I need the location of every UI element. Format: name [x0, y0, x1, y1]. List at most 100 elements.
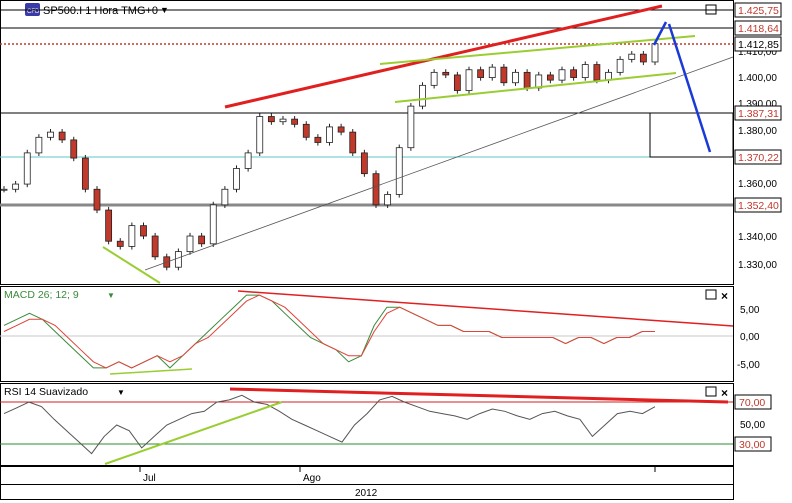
price-candle [209, 204, 217, 245]
price-candle [349, 131, 357, 154]
level-label-support: 1.352,40 [738, 200, 779, 212]
price-candle [488, 66, 496, 78]
price-candle [326, 126, 333, 143]
price-candle [581, 64, 589, 78]
green-low-trendline [102, 246, 161, 284]
rsi-maximize-icon[interactable] [705, 386, 717, 397]
x-label-jul: Jul [143, 473, 156, 484]
rsi-panel-title: RSI 14 Suavizado [4, 386, 88, 398]
price-candle [81, 157, 89, 190]
macd-tick: 5,00 [740, 305, 760, 316]
blue-down-projection [667, 23, 712, 153]
price-candle [442, 71, 450, 76]
price-panel-frame [0, 0, 734, 285]
price-tick: 1.380,00 [738, 126, 777, 137]
rsi-close-icon[interactable]: × [721, 386, 728, 400]
macd-green-trendline [109, 368, 193, 375]
macd-panel-title: MACD 26; 12; 9 [4, 289, 79, 301]
price-tick: 1.360,00 [738, 179, 777, 190]
rsi-label-30: 30,00 [739, 439, 765, 451]
rsi-axis: 70,00 50,00 30,00 [734, 394, 772, 452]
macd-tick: -5,00 [737, 360, 760, 371]
rsi-red-trendline [229, 387, 729, 404]
red-resistance-trendline [224, 4, 663, 109]
price-candle [651, 43, 659, 63]
price-series [0, 40, 659, 271]
label-box [734, 436, 772, 452]
price-candle [570, 69, 578, 78]
green-upper-channel [379, 35, 696, 65]
price-candle [58, 131, 66, 141]
x-label-year: 2012 [355, 488, 378, 499]
green-lower-channel [394, 72, 677, 103]
price-candle [47, 131, 54, 138]
price-candle [244, 152, 252, 169]
label-box [734, 20, 782, 36]
level-label-resistance: 1.418,64 [738, 23, 779, 35]
price-candle [384, 194, 392, 206]
price-candle [546, 74, 554, 81]
price-candle [337, 126, 345, 133]
price-candle [558, 69, 566, 81]
price-candle [477, 69, 485, 78]
macd-series [3, 294, 655, 369]
price-candle [500, 66, 508, 84]
price-trendlines [102, 4, 734, 284]
price-candle [23, 152, 31, 185]
price-candle [593, 64, 601, 81]
price-candle [267, 116, 275, 123]
price-candle [407, 105, 415, 149]
price-candle [186, 235, 194, 253]
macd-axis: 5,00 0,00 -5,00 [737, 305, 760, 371]
blue-up-projection [652, 21, 668, 46]
price-candle [453, 74, 461, 91]
projection-box [649, 112, 734, 158]
rsi-series [3, 394, 656, 455]
rsi-green-trendline [104, 401, 283, 465]
price-candle [70, 139, 78, 159]
price-candle [302, 123, 310, 138]
price-candle [174, 251, 182, 268]
price-candle [628, 53, 636, 60]
level-label-b: 1.370,22 [738, 152, 779, 164]
price-candle [93, 188, 101, 211]
rsi-label-70: 70,00 [739, 397, 765, 409]
price-candle [0, 188, 8, 191]
price-candle [128, 225, 136, 247]
price-axis: 1.410,00 1.400,00 1.390,00 1.380,00 1.36… [738, 47, 777, 271]
level-label-upper: 1.425,75 [738, 5, 779, 17]
price-candle [360, 152, 368, 175]
price-candle [151, 235, 159, 258]
price-candle [419, 84, 426, 107]
price-candle [233, 168, 240, 190]
price-candle [314, 136, 322, 143]
rsi-line [3, 394, 656, 455]
xaxis-frame [0, 466, 734, 485]
label-box [734, 149, 782, 165]
macd-trendlines [109, 290, 734, 375]
rsi-tick-50: 50,00 [740, 420, 765, 431]
price-candle [512, 71, 519, 84]
macd-signal-line [3, 294, 655, 369]
price-tick: 1.390,00 [738, 99, 777, 110]
cfd-badge-text: CFD [27, 9, 40, 15]
rsi-dropdown-icon[interactable]: ▼ [117, 388, 125, 397]
level-label-current: 1.412,85 [738, 39, 779, 51]
price-tick: 1.340,00 [738, 232, 777, 243]
label-box [734, 394, 772, 410]
price-candle [105, 209, 113, 242]
macd-panel-frame [0, 286, 734, 382]
price-candle [256, 116, 264, 154]
macd-dropdown-icon[interactable]: ▼ [107, 291, 115, 300]
label-box [734, 105, 782, 121]
rsi-trendlines [104, 387, 729, 465]
price-candle [198, 235, 206, 245]
macd-close-icon[interactable]: × [721, 289, 728, 303]
level-label-a: 1.387,31 [738, 108, 779, 120]
price-candle [523, 71, 531, 89]
price-candle [291, 118, 299, 125]
price-candle [430, 71, 438, 86]
macd-maximize-icon[interactable] [705, 289, 717, 300]
